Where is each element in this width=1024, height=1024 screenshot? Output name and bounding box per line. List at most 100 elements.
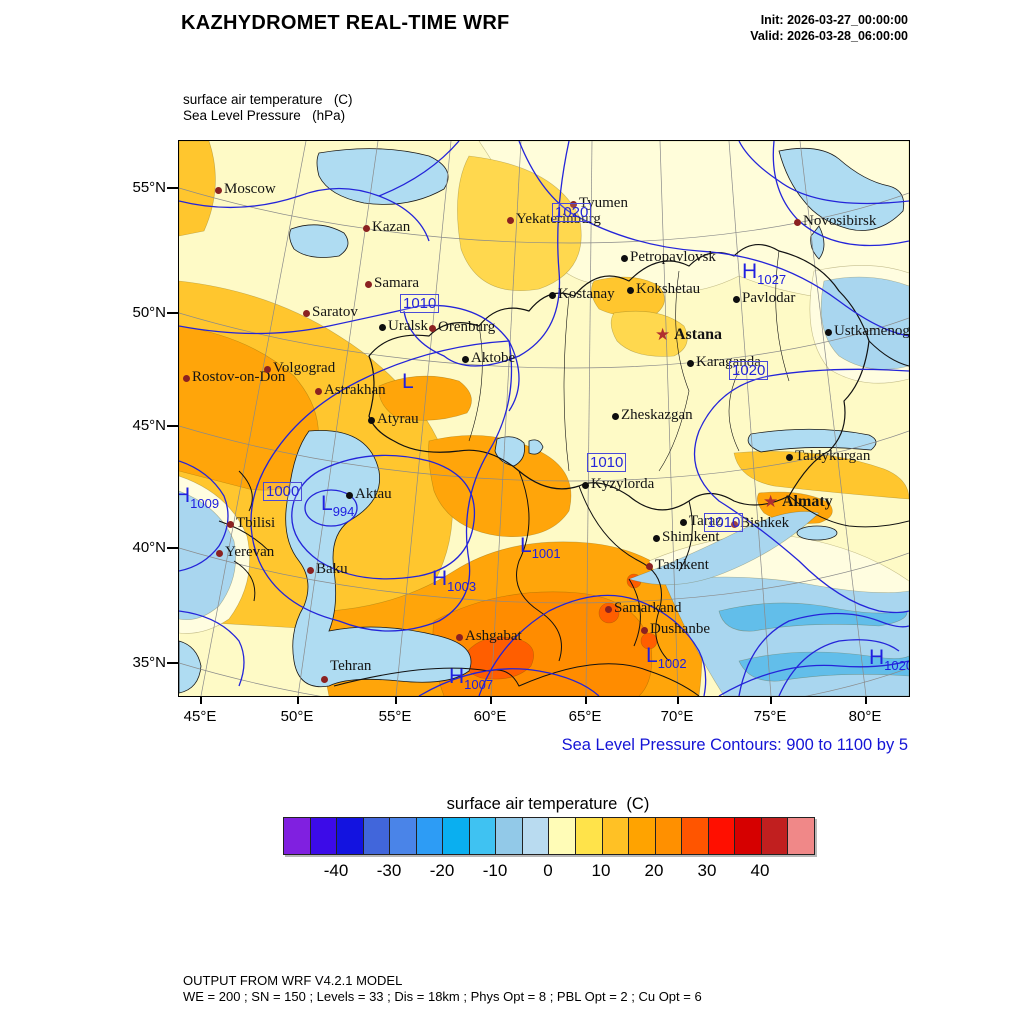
footer-model-line: OUTPUT FROM WRF V4.2.1 MODEL <box>183 973 403 988</box>
city-label: Astana <box>674 326 723 343</box>
city-dot-marker <box>730 520 738 528</box>
init-time-label: Init: 2026-03-27_00:00:00 <box>760 13 908 27</box>
city-label: Uralsk <box>388 318 428 334</box>
city-dot-marker <box>548 291 556 299</box>
lon-axis-tick <box>490 696 492 704</box>
colorbar-tick-label: -20 <box>429 861 455 880</box>
colorbar-tick-label: -40 <box>323 861 349 880</box>
city-label: Tehran <box>330 658 372 674</box>
city-label: Yerevan <box>225 544 275 560</box>
pressure-center-label: L994 <box>321 493 354 518</box>
city-label: Kyzylorda <box>591 476 655 492</box>
colorbar-cell <box>362 818 390 854</box>
city-label: Kokshetau <box>636 281 701 297</box>
city-label: Ustkamenogorsk <box>834 323 909 339</box>
lon-axis-tick <box>865 696 867 704</box>
city-label: Volgograd <box>273 360 336 376</box>
colorbar-tick-label: 0 <box>543 861 553 880</box>
colorbar-cell <box>468 818 496 854</box>
pressure-letter: L <box>520 534 532 557</box>
colorbar-cell <box>336 818 363 854</box>
city-dot-marker <box>620 254 628 262</box>
lon-axis-label: 60°E <box>473 708 507 725</box>
city-dot-marker <box>428 324 436 332</box>
city-dot-marker <box>364 280 372 288</box>
pressure-value: 1007 <box>464 677 494 692</box>
city-label: Atyrau <box>377 411 419 427</box>
lon-axis-label: 70°E <box>660 708 694 725</box>
city-label: Pavlodar <box>742 290 796 306</box>
lat-axis-tick <box>167 312 178 314</box>
lat-axis-label: 40°N <box>132 539 166 556</box>
colorbar-cell <box>734 818 761 854</box>
colorbar-title: surface air temperature (C) <box>446 795 650 813</box>
colorbar-tick-label: -30 <box>376 861 402 880</box>
field-label-pressure: Sea Level Pressure (hPa) <box>183 108 346 123</box>
city-dot-marker <box>461 355 469 363</box>
city-dot-marker <box>314 387 322 395</box>
colorbar-tick-label: 40 <box>750 861 770 880</box>
city-label: Aktau <box>355 486 392 502</box>
pressure-letter: H <box>869 646 885 669</box>
city-dot-marker <box>824 328 832 336</box>
city-dot-marker <box>645 562 653 570</box>
map-frame: Moscow Kazan Samara Saratov Uralsk Orenburg Ye… <box>178 140 910 697</box>
city-dot-marker <box>732 295 740 303</box>
city-star-marker: ★ <box>655 325 671 344</box>
colorbar-cell <box>284 818 310 854</box>
colorbar-cell <box>654 818 682 854</box>
lon-axis-label: 50°E <box>280 708 314 725</box>
colorbar-cell <box>521 818 549 854</box>
city-dot-marker <box>367 416 375 424</box>
pressure-value: 1020 <box>884 658 909 673</box>
city-dot-marker <box>604 605 612 613</box>
city-dot-marker <box>182 374 190 382</box>
city-label: Moscow <box>224 181 276 197</box>
city-dot-marker <box>652 534 660 542</box>
pressure-value: 1002 <box>657 656 687 671</box>
footer-config-line: WE = 200 ; SN = 150 ; Levels = 33 ; Dis … <box>183 989 702 1004</box>
lon-axis-label: 55°E <box>378 708 412 725</box>
city-label: Orenburg <box>438 319 496 335</box>
colorbar-cell <box>309 818 337 854</box>
city-label: Kostanay <box>558 286 615 302</box>
city-label: Aktobe <box>471 350 516 366</box>
pressure-center-label: L1001 <box>520 535 561 560</box>
colorbar-cell <box>681 818 708 854</box>
city-label: Bishkek <box>740 515 790 531</box>
city-dot-marker <box>686 359 694 367</box>
city-dot-marker <box>378 323 386 331</box>
city-dot-marker <box>581 481 589 489</box>
city-label: Samara <box>374 275 419 291</box>
city-label: Dushanbe <box>650 621 710 637</box>
city-dot-marker <box>506 216 514 224</box>
weather-map-graphic <box>179 141 909 696</box>
lon-axis-label: 65°E <box>568 708 602 725</box>
pressure-center-label: H1027 <box>742 261 786 286</box>
pressure-letter: H <box>179 484 190 507</box>
colorbar-cell <box>760 818 788 854</box>
colorbar-tick-label: 10 <box>591 861 611 880</box>
city-dot-marker <box>345 491 353 499</box>
pressure-letter: L <box>646 644 658 667</box>
pressure-value: 1001 <box>531 546 561 561</box>
colorbar-cell <box>548 818 576 854</box>
lat-axis-label: 50°N <box>132 304 166 321</box>
city-dot-marker <box>455 633 463 641</box>
pressure-value: 1003 <box>447 579 477 594</box>
pressure-center-label: H1007 <box>449 666 493 691</box>
city-label: Tashkent <box>655 557 709 573</box>
city-label: Taraz <box>689 513 723 529</box>
city-label: Saratov <box>312 304 358 320</box>
lat-axis-tick <box>167 662 178 664</box>
city-label: Samarkand <box>614 600 682 616</box>
city-label: Petropavlovsk <box>630 249 716 265</box>
city-dot-marker <box>679 518 687 526</box>
lon-axis-label: 80°E <box>848 708 882 725</box>
city-label: Taldykurgan <box>795 448 871 464</box>
pressure-contour-box-label: 1020 <box>729 361 769 381</box>
city-label: Yekaterinburg <box>516 211 601 227</box>
lat-axis-tick <box>167 425 178 427</box>
city-dot-marker <box>302 309 310 317</box>
